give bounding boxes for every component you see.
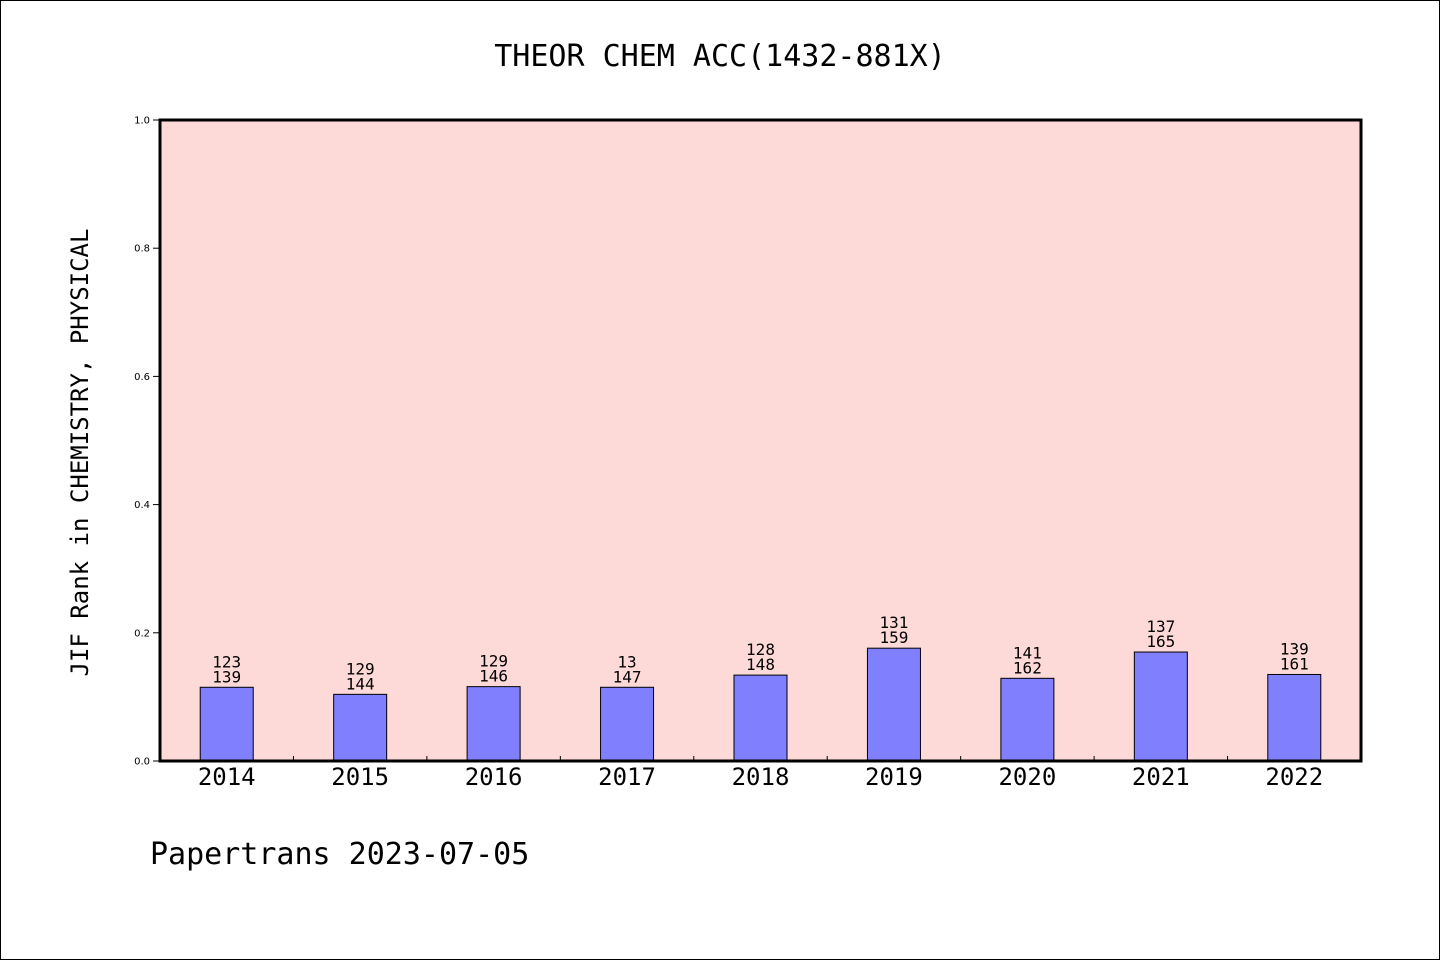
bar (199, 686, 254, 762)
bar (1133, 651, 1188, 762)
bar-rank-label: 128 (746, 640, 775, 659)
x-tick-label: 2020 (998, 763, 1056, 791)
x-axis-ticks: 2014 2015 2016 2017 2018 2019 2020 2021 2022 (198, 756, 1323, 791)
bar-total-label: 165 (1146, 632, 1175, 651)
bar-rank-label: 13 (617, 652, 636, 671)
x-tick-label: 2021 (1132, 763, 1190, 791)
bar-rank-label: 141 (1013, 643, 1042, 662)
bar-rank-label: 129 (346, 659, 375, 678)
y-tick-label: 0.0 (134, 757, 150, 768)
bar-rank-label: 137 (1146, 617, 1175, 636)
bar-total-label: 139 (212, 667, 241, 686)
bar-total-label: 146 (479, 667, 508, 686)
bar (866, 647, 921, 762)
bar (733, 674, 788, 762)
x-tick-label: 2016 (465, 763, 523, 791)
bar-total-label: 161 (1280, 654, 1309, 673)
plot-border (158, 118, 1363, 763)
y-tick-label: 0.2 (134, 628, 150, 639)
bar-total-label: 159 (879, 628, 908, 647)
bar-rank-label: 131 (879, 613, 908, 632)
y-axis-label: JIF Rank in CHEMISTRY, PHYSICAL (66, 229, 94, 677)
bar (466, 686, 521, 762)
x-tick-label: 2014 (198, 763, 256, 791)
bar-total-label: 148 (746, 655, 775, 674)
x-tick-label: 2017 (598, 763, 656, 791)
x-tick-label: 2015 (331, 763, 389, 791)
bar-rank-label: 129 (479, 652, 508, 671)
x-tick-label: 2018 (732, 763, 790, 791)
bar-rank-label: 139 (1280, 639, 1309, 658)
bar-total-label: 162 (1013, 658, 1042, 677)
x-tick-label: 2022 (1265, 763, 1323, 791)
bar-total-label: 144 (346, 674, 375, 693)
y-tick-label: 1.0 (134, 116, 150, 127)
bar (600, 686, 655, 762)
footer-source-text: Papertrans 2023-07-05 (150, 837, 529, 872)
y-tick-label: 0.8 (134, 244, 150, 255)
bar-rank-label: 123 (212, 652, 241, 671)
bar-total-label: 147 (613, 667, 642, 686)
x-tick-label: 2019 (865, 763, 923, 791)
y-tick-label: 0.4 (134, 500, 150, 511)
bar (1267, 673, 1322, 762)
bar (1000, 677, 1055, 762)
bar (333, 693, 388, 762)
y-tick-label: 0.6 (134, 372, 150, 383)
chart-title: THEOR CHEM ACC(1432-881X) (494, 39, 946, 74)
y-axis-ticks: 0.0 0.2 0.4 0.6 0.8 1.0 (134, 116, 160, 768)
